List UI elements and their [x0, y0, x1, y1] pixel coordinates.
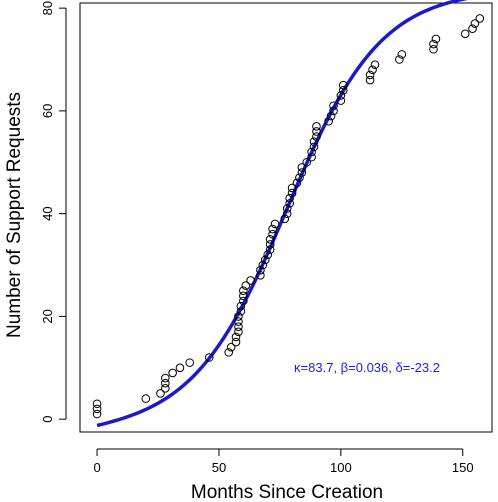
data-point [263, 250, 273, 260]
data-point [231, 332, 241, 342]
data-point [141, 394, 151, 403]
data-point [370, 60, 380, 69]
data-point [329, 106, 338, 116]
data-point [470, 19, 480, 28]
y-tick-label: 20 [40, 309, 55, 323]
fit-annotation: κ=83.7, β=0.036, δ=-23.2 [294, 360, 440, 375]
data-point [280, 214, 290, 224]
data-point [265, 240, 275, 249]
data-point [256, 265, 265, 275]
data-point [309, 137, 319, 147]
data-point [475, 14, 485, 23]
data-point [312, 127, 321, 136]
data-point [161, 384, 170, 393]
data-point [365, 70, 375, 80]
data-point [258, 260, 268, 270]
data-point [285, 193, 294, 203]
x-tick-label: 50 [212, 460, 226, 475]
data-point [161, 373, 170, 383]
data-point [429, 44, 438, 54]
data-point [326, 111, 336, 121]
data-point [285, 199, 294, 208]
data-point [312, 132, 321, 141]
data-point [429, 39, 438, 49]
data-point [395, 55, 404, 64]
data-point [292, 178, 302, 188]
fit-curve [96, 0, 468, 428]
data-point [239, 286, 248, 296]
data-point [324, 116, 333, 126]
plot-frame [79, 2, 493, 433]
data-point [234, 317, 243, 326]
data-point [226, 342, 236, 352]
fit-curve-group [96, 0, 468, 428]
data-point [175, 363, 185, 373]
y-tick-label: 80 [40, 1, 55, 15]
y-axis-title: Number of Support Requests [4, 92, 25, 338]
data-point [156, 389, 165, 398]
data-point [234, 312, 243, 321]
data-point [338, 86, 348, 95]
data-point [161, 378, 170, 388]
data-point [307, 147, 316, 157]
data-point [297, 168, 307, 177]
data-point [295, 173, 304, 182]
data-point [302, 157, 312, 167]
data-point [268, 224, 277, 234]
data-point [92, 404, 102, 414]
data-point [270, 219, 280, 229]
data-point [265, 235, 275, 244]
x-tick-label: 150 [452, 460, 474, 475]
data-point [236, 301, 246, 311]
data-point [431, 34, 441, 44]
data-point [256, 270, 265, 280]
data-point [460, 29, 470, 39]
data-point [92, 399, 102, 409]
data-point [397, 50, 407, 59]
data-points [92, 14, 485, 419]
x-axis-title: Months Since Creation [191, 482, 383, 502]
data-point [239, 296, 248, 306]
data-point [260, 255, 270, 265]
data-point [239, 291, 248, 301]
data-point [307, 152, 316, 162]
data-point [92, 409, 102, 419]
data-point [236, 306, 246, 316]
data-point [265, 245, 275, 254]
data-point [282, 209, 292, 218]
data-point [234, 322, 243, 331]
data-point [282, 204, 292, 213]
data-point [204, 353, 214, 362]
data-point [336, 91, 346, 100]
data-point [287, 183, 297, 193]
y-tick-label: 60 [40, 104, 55, 118]
data-point [241, 281, 251, 290]
data-point [338, 80, 348, 90]
data-point [368, 65, 377, 75]
y-tick-label: 0 [40, 416, 55, 423]
data-point [185, 358, 195, 367]
data-point [234, 327, 243, 337]
data-point [231, 337, 241, 347]
data-point [336, 96, 346, 105]
data-point [329, 101, 338, 111]
data-point [268, 229, 277, 239]
data-point [168, 368, 177, 378]
data-point [312, 122, 321, 131]
data-point [365, 75, 375, 85]
data-point [297, 163, 307, 172]
data-point [468, 24, 477, 33]
data-point [287, 188, 297, 198]
axes: 0 50 100 150 0 20 40 60 80 [40, 1, 493, 475]
data-point [246, 276, 255, 285]
data-point [309, 142, 319, 152]
data-point [224, 348, 234, 357]
x-tick-label: 0 [93, 460, 100, 475]
y-tick-label: 40 [40, 206, 55, 220]
x-tick-label: 100 [330, 460, 352, 475]
